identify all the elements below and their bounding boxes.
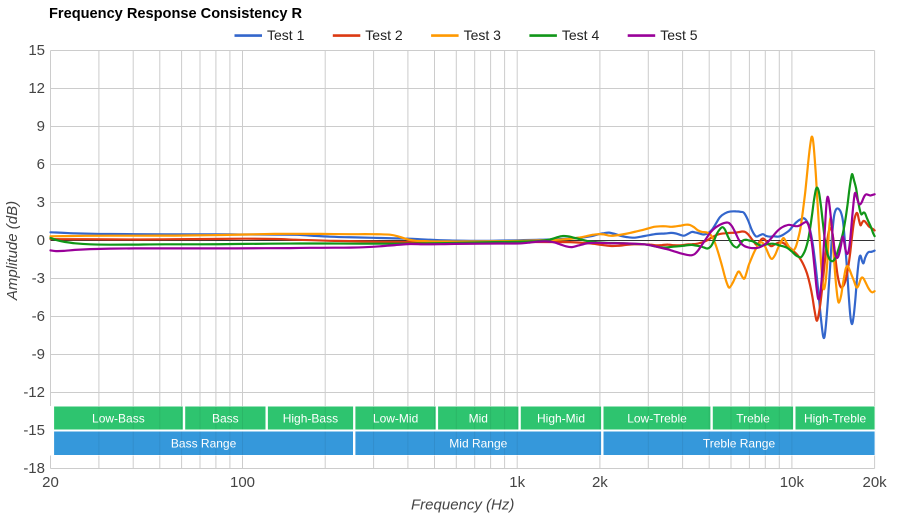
svg-text:Treble: Treble	[736, 412, 770, 426]
svg-text:High-Bass: High-Bass	[283, 412, 338, 426]
svg-text:Bass Range: Bass Range	[171, 437, 237, 451]
svg-text:Mid: Mid	[469, 412, 488, 426]
svg-text:High-Treble: High-Treble	[804, 412, 867, 426]
svg-text:20k: 20k	[863, 474, 888, 491]
svg-text:Test 3: Test 3	[464, 27, 502, 43]
svg-text:Test 1: Test 1	[267, 27, 305, 43]
svg-text:20: 20	[42, 474, 59, 491]
svg-text:Treble Range: Treble Range	[703, 437, 776, 451]
svg-text:Amplitude (dB): Amplitude (dB)	[4, 201, 21, 301]
svg-text:6: 6	[37, 156, 45, 173]
svg-text:Low-Bass: Low-Bass	[92, 412, 145, 426]
svg-text:0: 0	[37, 232, 45, 249]
svg-text:-15: -15	[23, 422, 45, 439]
svg-text:Low-Treble: Low-Treble	[627, 412, 687, 426]
svg-text:Test 5: Test 5	[660, 27, 698, 43]
svg-text:9: 9	[37, 118, 45, 135]
svg-text:Test 2: Test 2	[365, 27, 403, 43]
svg-text:15: 15	[28, 42, 45, 59]
svg-text:10k: 10k	[780, 474, 805, 491]
svg-text:-3: -3	[32, 270, 45, 287]
svg-text:Low-Mid: Low-Mid	[373, 412, 418, 426]
svg-text:Frequency Response Consistency: Frequency Response Consistency R	[49, 6, 302, 22]
svg-text:1k: 1k	[509, 474, 525, 491]
svg-text:Test 4: Test 4	[562, 27, 600, 43]
svg-text:2k: 2k	[592, 474, 608, 491]
svg-text:High-Mid: High-Mid	[537, 412, 585, 426]
svg-text:-6: -6	[32, 308, 45, 325]
svg-text:100: 100	[230, 474, 255, 491]
svg-text:-12: -12	[23, 384, 45, 401]
svg-text:Frequency (Hz): Frequency (Hz)	[411, 496, 514, 513]
svg-text:12: 12	[28, 80, 45, 97]
svg-text:Bass: Bass	[212, 412, 239, 426]
svg-text:Mid Range: Mid Range	[449, 437, 507, 451]
svg-text:-9: -9	[32, 346, 45, 363]
svg-text:-18: -18	[23, 460, 45, 477]
svg-text:3: 3	[37, 194, 45, 211]
